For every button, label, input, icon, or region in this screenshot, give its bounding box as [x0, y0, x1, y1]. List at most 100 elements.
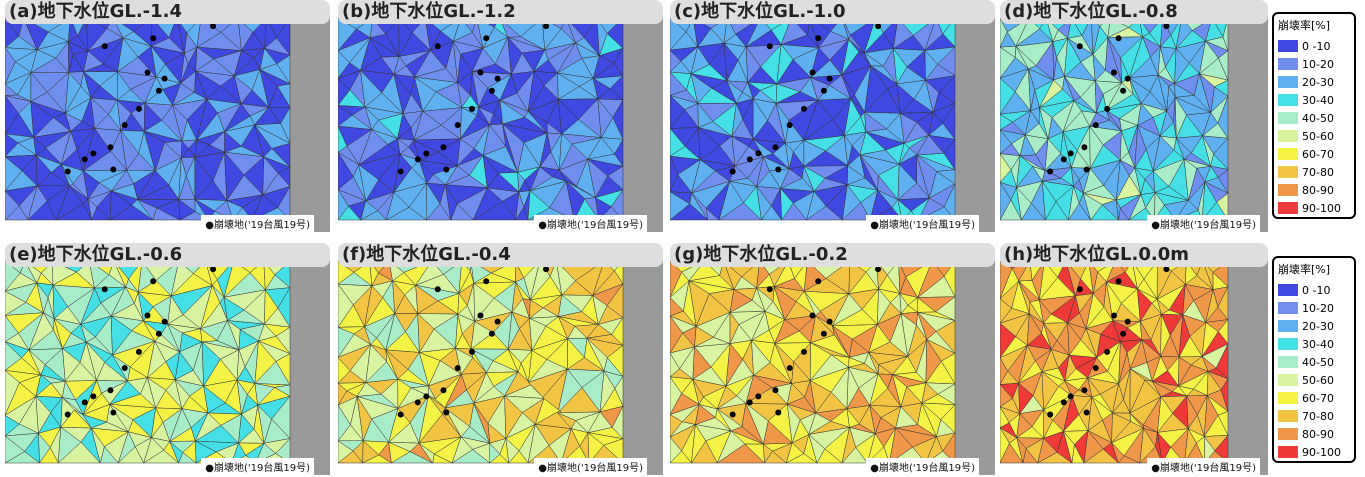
landslide-point: [489, 331, 495, 337]
legend-row: 10-20: [1274, 55, 1354, 73]
landslide-point: [1047, 412, 1053, 418]
legend-row: 50-60: [1274, 127, 1354, 145]
landslide-point: [815, 35, 821, 41]
panel-title: (f)地下水位GL.-0.4: [338, 243, 663, 267]
landslide-note: 崩壊地('19台風19号): [1147, 215, 1260, 232]
landslide-point: [156, 331, 162, 337]
legend-swatch: [1278, 58, 1298, 70]
landslide-point: [767, 43, 773, 49]
landslide-point: [775, 410, 781, 416]
legend-title: 崩壊率[%]: [1274, 14, 1354, 37]
panel-title: (c)地下水位GL.-1.0: [670, 0, 995, 24]
landslide-point: [398, 169, 404, 175]
map: [5, 253, 330, 475]
landslide-point: [1104, 349, 1110, 355]
map-panel: (e)地下水位GL.-0.6崩壊地('19台風19号): [5, 243, 330, 475]
legend-label: 70-80: [1302, 166, 1334, 179]
landslide-point: [747, 156, 753, 162]
landslide-point: [1084, 167, 1090, 173]
landslide-point: [90, 150, 96, 156]
legend-swatch: [1278, 302, 1298, 314]
landslide-point: [469, 106, 475, 112]
legend-swatch: [1278, 338, 1298, 350]
legend-label: 80-90: [1302, 428, 1334, 441]
landslide-point: [1068, 150, 1074, 156]
landslide-point: [821, 331, 827, 337]
landslide-point: [1047, 169, 1053, 175]
legend-row: 20-30: [1274, 317, 1354, 335]
legend-label: 40-50: [1302, 112, 1334, 125]
legend-row: 90-100: [1274, 443, 1354, 461]
legend-swatch: [1278, 166, 1298, 178]
landslide-point: [145, 70, 151, 76]
legend-label: 80-90: [1302, 184, 1334, 197]
landslide-point: [787, 365, 793, 371]
legend-swatch: [1278, 202, 1298, 214]
landslide-point: [1125, 319, 1131, 325]
landslide-point: [1068, 393, 1074, 399]
landslide-point: [107, 387, 113, 393]
landslide-point: [110, 410, 116, 416]
legend-row: 80-90: [1274, 425, 1354, 443]
landslide-point: [730, 169, 736, 175]
landslide-point: [443, 167, 449, 173]
landslide-point: [82, 399, 88, 405]
panel-title: (b)地下水位GL.-1.2: [338, 0, 663, 24]
landslide-point: [730, 412, 736, 418]
legend-swatch: [1278, 94, 1298, 106]
landslide-point: [136, 106, 142, 112]
legend-label: 0 -10: [1302, 40, 1330, 53]
legend-swatch: [1278, 76, 1298, 88]
landslide-point: [107, 144, 113, 150]
landslide-point: [1104, 106, 1110, 112]
map-panel: (a)地下水位GL.-1.4崩壊地('19台風19号): [5, 0, 330, 232]
figure: (a)地下水位GL.-1.4崩壊地('19台風19号) (b)地下水位GL.-1.…: [0, 0, 1365, 477]
map: [670, 10, 995, 232]
landslide-point: [495, 319, 501, 325]
landslide-point: [1125, 76, 1131, 82]
landslide-point: [415, 156, 421, 162]
landslide-point: [455, 122, 461, 128]
landslide-point: [150, 35, 156, 41]
panel-title: (g)地下水位GL.-0.2: [670, 243, 995, 267]
legend-swatch: [1278, 130, 1298, 142]
landslide-point: [162, 76, 168, 82]
landslide-point: [483, 35, 489, 41]
legend-swatch: [1278, 284, 1298, 296]
legend-swatch: [1278, 392, 1298, 404]
legend-swatch: [1278, 40, 1298, 52]
landslide-point: [398, 412, 404, 418]
landslide-point: [156, 88, 162, 94]
panel-title: (h)地下水位GL.0.0m: [1000, 243, 1268, 267]
map: [1000, 253, 1268, 475]
landslide-point: [755, 150, 761, 156]
landslide-point: [136, 349, 142, 355]
landslide-point: [150, 278, 156, 284]
legend-swatch: [1278, 148, 1298, 160]
landslide-point: [478, 70, 484, 76]
legend-row: 70-80: [1274, 407, 1354, 425]
landslide-point: [423, 150, 429, 156]
landslide-point: [440, 387, 446, 393]
landslide-point: [1120, 331, 1126, 337]
legend-row: 90-100: [1274, 199, 1354, 217]
legend-swatch: [1278, 446, 1298, 458]
legend-row: 10-20: [1274, 299, 1354, 317]
landslide-point: [810, 70, 816, 76]
landslide-point: [122, 122, 128, 128]
legend-label: 50-60: [1302, 130, 1334, 143]
landslide-note: 崩壊地('19台風19号): [1147, 458, 1260, 475]
legend-title: 崩壊率[%]: [1274, 258, 1354, 281]
legend-row: 60-70: [1274, 145, 1354, 163]
landslide-point: [415, 399, 421, 405]
landslide-point: [1081, 387, 1087, 393]
landslide-point: [747, 399, 753, 405]
landslide-point: [775, 167, 781, 173]
landslide-point: [1093, 365, 1099, 371]
map-panel: (f)地下水位GL.-0.4崩壊地('19台風19号): [338, 243, 663, 475]
map: [5, 10, 330, 232]
landslide-note: 崩壊地('19台風19号): [866, 215, 979, 232]
landslide-point: [772, 144, 778, 150]
landslide-point: [827, 319, 833, 325]
legend-label: 20-30: [1302, 320, 1334, 333]
